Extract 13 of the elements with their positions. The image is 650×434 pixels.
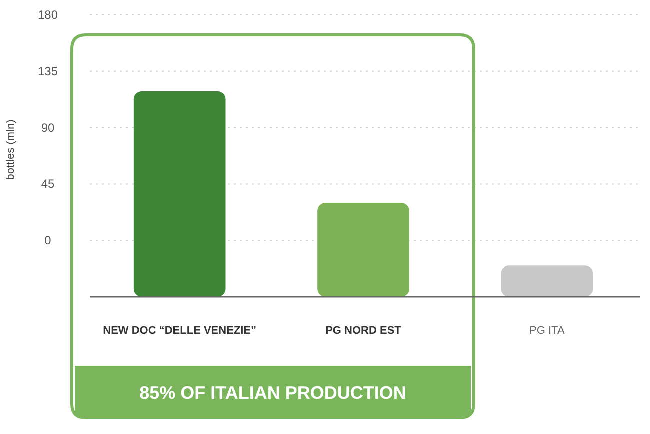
bar [318, 203, 410, 297]
bar [501, 266, 594, 297]
x-tick-label: PG NORD EST [326, 325, 402, 337]
y-tick-label: 135 [38, 64, 58, 78]
x-tick-label: NEW DOC “DELLE VENEZIE” [103, 325, 257, 337]
y-tick-label: 180 [38, 8, 58, 22]
x-tick-label: PG ITA [530, 325, 566, 337]
y-tick-label: 90 [41, 120, 55, 135]
text: 85% OF ITALIAN PRODUCTION [140, 383, 406, 403]
bar [134, 91, 226, 297]
y-tick-label: 45 [41, 177, 55, 192]
y-axis-title: bottles (mln) [5, 120, 17, 180]
y-tick-label: 0 [44, 234, 52, 248]
